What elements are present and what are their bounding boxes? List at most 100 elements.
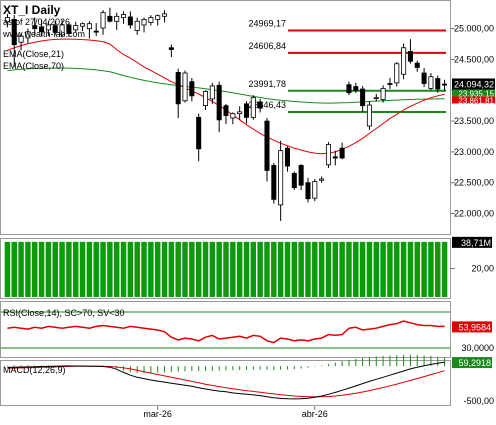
candles bbox=[4, 7, 448, 221]
volume-bar bbox=[45, 241, 52, 297]
volume-bar bbox=[93, 241, 99, 297]
candle bbox=[59, 20, 65, 38]
candle bbox=[366, 101, 372, 130]
volume-bar bbox=[332, 241, 339, 297]
candle-body bbox=[216, 84, 222, 121]
candle-body bbox=[298, 165, 304, 186]
candle bbox=[100, 10, 106, 35]
volume-tick-label: 20,00 bbox=[471, 264, 494, 274]
volume-bar bbox=[250, 241, 257, 297]
last-volume-label: 38,71M bbox=[461, 238, 491, 248]
candle bbox=[243, 101, 250, 124]
watermark: www.wealth-lab.com bbox=[2, 29, 85, 39]
volume-bar bbox=[441, 241, 448, 297]
candle bbox=[202, 90, 209, 110]
volume-bar bbox=[86, 241, 93, 297]
candle bbox=[86, 21, 92, 39]
candle bbox=[312, 179, 318, 202]
candle-body bbox=[73, 25, 79, 31]
candle-body bbox=[325, 144, 331, 166]
candle bbox=[182, 70, 188, 103]
candle bbox=[271, 162, 277, 204]
candle-body bbox=[162, 13, 168, 17]
candle bbox=[4, 13, 10, 28]
candle bbox=[107, 7, 113, 23]
candle-body bbox=[401, 47, 407, 75]
volume-bar bbox=[79, 241, 86, 297]
candle bbox=[73, 21, 79, 33]
last-price-label: 24.094,32 bbox=[454, 79, 494, 89]
candle-body bbox=[107, 15, 113, 22]
candle-body bbox=[366, 104, 372, 127]
volume-bar bbox=[59, 241, 65, 297]
candle bbox=[134, 17, 140, 35]
candle bbox=[127, 11, 133, 29]
candle-body bbox=[114, 15, 120, 22]
candle-body bbox=[339, 147, 345, 159]
candle bbox=[319, 176, 325, 183]
volume-bar bbox=[400, 241, 407, 297]
volume-bar bbox=[209, 241, 216, 297]
candle bbox=[346, 81, 352, 96]
candle-body bbox=[32, 25, 38, 30]
candle bbox=[298, 164, 304, 191]
volume-bar bbox=[32, 241, 38, 297]
candle bbox=[380, 85, 386, 103]
volume-bar bbox=[312, 241, 318, 297]
candle-body bbox=[237, 111, 243, 115]
candle-body bbox=[52, 25, 58, 33]
volume-bar bbox=[66, 241, 72, 297]
candle-body bbox=[45, 24, 51, 31]
candle bbox=[25, 28, 31, 44]
candle-body bbox=[291, 173, 297, 189]
candle-body bbox=[209, 85, 215, 100]
macd-value-label: 59,2918 bbox=[458, 358, 491, 368]
candle bbox=[93, 23, 99, 37]
candle-body bbox=[332, 156, 338, 159]
candle bbox=[414, 60, 420, 72]
candle bbox=[230, 112, 236, 125]
volume-bar bbox=[189, 241, 195, 297]
candle bbox=[353, 82, 359, 93]
volume-bar bbox=[202, 241, 209, 297]
volume-bar bbox=[435, 241, 441, 297]
candle-body bbox=[202, 91, 209, 107]
ema21-badge bbox=[452, 89, 495, 97]
volume-bar bbox=[380, 241, 386, 297]
candle-body bbox=[155, 15, 161, 20]
candle bbox=[223, 103, 229, 125]
candle bbox=[18, 33, 24, 51]
volume-bar bbox=[100, 241, 106, 297]
candle-body bbox=[284, 147, 290, 167]
support-resistance-levels: 24969,17 24606,84 23991,78 23646,43 bbox=[248, 19, 446, 114]
volume-bar bbox=[298, 241, 304, 297]
candle-body bbox=[319, 178, 325, 181]
candle-body bbox=[100, 12, 106, 29]
volume-bar bbox=[223, 241, 229, 297]
volume-bar bbox=[11, 241, 17, 297]
candle bbox=[45, 21, 51, 37]
ema70-line bbox=[7, 67, 445, 104]
candle-body bbox=[380, 88, 386, 100]
candle-body bbox=[168, 47, 174, 50]
candle-body bbox=[353, 86, 359, 91]
candle-body bbox=[86, 23, 92, 30]
volume-bar bbox=[154, 241, 161, 297]
macd-tick-label: -500,00 bbox=[463, 396, 494, 406]
candle-body bbox=[435, 78, 441, 90]
candle-body bbox=[196, 116, 202, 150]
candle bbox=[339, 142, 345, 160]
candle bbox=[141, 17, 147, 33]
volume-bar bbox=[18, 241, 24, 297]
candle bbox=[291, 171, 297, 191]
volume-bar bbox=[182, 241, 188, 297]
volume-bar bbox=[264, 241, 270, 297]
volume-bar bbox=[107, 241, 113, 297]
volume-bar bbox=[38, 241, 45, 297]
candle bbox=[121, 11, 127, 24]
volume-bar bbox=[414, 241, 420, 297]
candle bbox=[237, 106, 243, 120]
candle-body bbox=[264, 120, 270, 171]
price-tick-label: 23.500,00 bbox=[454, 116, 494, 126]
